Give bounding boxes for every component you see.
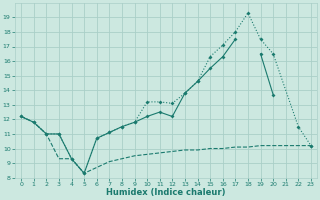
X-axis label: Humidex (Indice chaleur): Humidex (Indice chaleur) bbox=[106, 188, 226, 197]
